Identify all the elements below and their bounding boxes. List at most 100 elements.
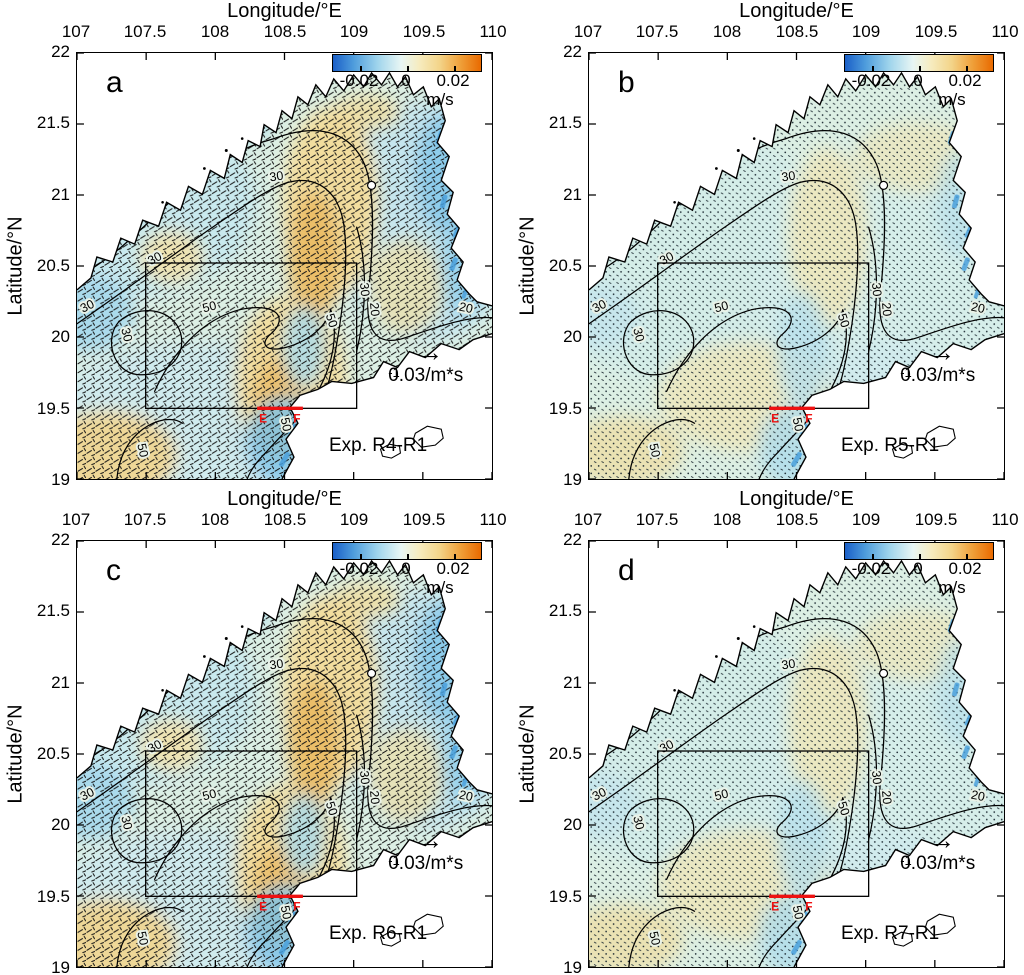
contour-label: 20 [879, 790, 894, 805]
contour-label: 50 [134, 930, 151, 947]
y-tick-label: 21.5 [548, 113, 582, 132]
study-box [657, 262, 870, 409]
sea: 20 20 20 20 20 30 30 30 30 30 50 50 50 5… [589, 72, 1004, 479]
contour-label: 20 [601, 235, 620, 254]
quiver-field-strong [77, 560, 492, 967]
sea: 20 20 20 20 20 30 30 30 30 30 50 50 50 5… [77, 560, 492, 967]
transect-end-label: F [293, 899, 300, 913]
islands [161, 137, 444, 459]
contour-label: 20 [970, 300, 987, 317]
y-axis-title: Latitude/°N [4, 704, 27, 804]
colorbar-tick [359, 66, 362, 71]
quiver-scale-exponent: -1 [900, 365, 912, 380]
colorbar [332, 54, 482, 72]
x-tick-label: 108.5 [775, 22, 819, 41]
x-tick-label: 108.5 [775, 510, 819, 529]
transect-end-label: F [293, 411, 300, 425]
contour-label: 50 [323, 312, 341, 330]
island [367, 668, 377, 678]
x-tick-label: 108 [200, 510, 230, 529]
contour-label: 20 [458, 300, 475, 317]
contour-label: 50 [713, 298, 730, 315]
experiment-label: Exp. R6-R1 [329, 923, 428, 944]
colorbar-tick-label: 0 [913, 559, 923, 578]
contour-label: 20 [208, 151, 227, 171]
axis-tick-marks [77, 53, 492, 479]
transect-end-label: F [805, 899, 812, 913]
contour-label: 30 [269, 169, 285, 185]
scale-arrow-icon: → [929, 337, 955, 367]
contour-label: 30 [630, 814, 647, 831]
scale-arrow-icon: → [929, 825, 955, 855]
island [879, 180, 889, 190]
study-box [657, 750, 870, 897]
x-axis-title: Longitude/°E [227, 488, 342, 510]
contour-label: 30 [118, 326, 135, 343]
contour-label: 20 [89, 723, 108, 742]
y-tick-label: 20.5 [548, 744, 582, 763]
map-plot: 20 20 20 20 20 30 30 30 30 30 50 50 50 5… [588, 540, 1005, 968]
island [367, 180, 377, 190]
quiver-scale-label: 0.03/m*s -1 [303, 853, 485, 878]
study-box [145, 750, 358, 897]
y-tick-label: 19.5 [36, 399, 70, 418]
y-tick-label: 21.5 [36, 113, 70, 132]
colorbar-unit: m/s [426, 578, 454, 597]
x-tick-label: 109 [339, 22, 369, 41]
x-tick-label: 109.5 [914, 510, 958, 529]
islands [673, 137, 956, 459]
quiver-scale-value: 0.03/m*s [900, 365, 976, 386]
x-tick-label: 108 [200, 22, 230, 41]
island [891, 931, 914, 947]
y-tick-label: 20.5 [548, 256, 582, 275]
y-tick-label: 19 [51, 958, 70, 975]
colorbar-tick [919, 66, 921, 71]
x-tick-label: 108.5 [263, 510, 307, 529]
contour-label: 20 [367, 302, 382, 317]
y-tick-label: 19.5 [548, 399, 582, 418]
contour-label: 50 [646, 442, 663, 459]
axis-tick-marks [589, 53, 1004, 479]
x-tick-label: 107.5 [635, 510, 679, 529]
quiver-scale-label: 0.03/m*s -1 [815, 853, 997, 878]
contour-label: 20 [601, 723, 620, 742]
contour-label: 20 [458, 788, 475, 805]
contour-label: 50 [278, 904, 295, 921]
quiver-scale-exponent: -1 [388, 853, 400, 868]
x-tick-label: 107 [61, 510, 91, 529]
panel-letter: a [106, 66, 123, 99]
x-tick-label: 109.5 [914, 22, 958, 41]
colorbar-unit: m/s [426, 90, 454, 109]
coastline [77, 559, 492, 967]
contour-label: 20 [720, 151, 739, 171]
x-tick-label: 110 [991, 22, 1019, 41]
x-tick-label: 109 [851, 22, 881, 41]
islands [673, 625, 956, 947]
x-tick-label: 107 [573, 510, 603, 529]
x-tick-label: 109 [339, 510, 369, 529]
contour-label: 50 [134, 442, 151, 459]
map-svg: 20 20 20 20 20 30 30 30 30 30 50 50 50 5… [77, 53, 492, 479]
x-tick-label: 108 [712, 22, 742, 41]
transect-start-label: E [259, 899, 267, 913]
islands [161, 625, 444, 947]
contour-label: 50 [790, 904, 807, 921]
quiver-scale-exponent: -1 [900, 853, 912, 868]
y-tick-label: 19 [563, 958, 582, 975]
island [924, 913, 956, 936]
x-tick-label: 110 [479, 22, 507, 41]
y-axis-title: Latitude/°N [4, 216, 27, 316]
map-svg: 20 20 20 20 20 30 30 30 30 30 50 50 50 5… [77, 541, 492, 967]
quiver-scale-exponent: -1 [388, 365, 400, 380]
y-tick-label: 19 [563, 470, 582, 489]
colorbar-unit: m/s [938, 90, 966, 109]
colorbar-tick [871, 66, 874, 71]
x-tick-label: 110 [991, 510, 1019, 529]
colorbar-tick-label: -0.02 [339, 559, 379, 578]
y-tick-label: 20 [563, 815, 582, 834]
contour-label: 50 [323, 800, 341, 818]
y-axis-title: Latitude/°N [516, 216, 539, 316]
contour-label: 50 [835, 312, 853, 330]
colorbar-tick [871, 554, 874, 559]
